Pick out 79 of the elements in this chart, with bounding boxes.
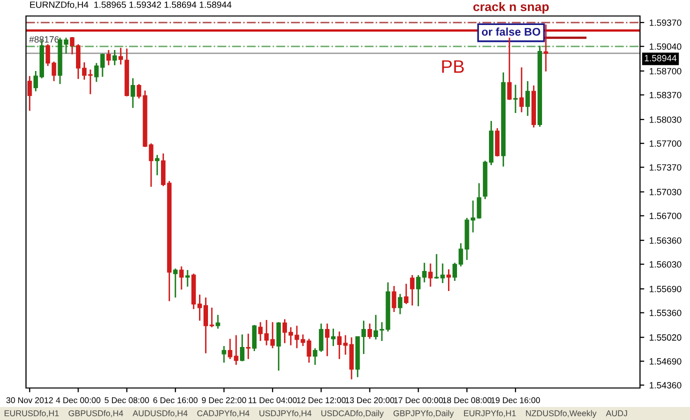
y-tick-label: 1.59040 [650,43,682,50]
x-tick-label: 6 Dec 16:00 [153,397,198,404]
candlestick [513,84,518,114]
candlestick [476,182,482,220]
candlestick [324,322,330,357]
candlestick [428,262,433,288]
candlestick [179,266,184,290]
candlestick [398,293,402,315]
candlestick [525,80,530,117]
y-tick-label: 1.58030 [650,116,682,123]
x-tick-label: 17 Dec 00:00 [394,397,443,404]
candlestick [173,268,178,298]
candlestick [276,321,281,372]
text: EURJPYfo,H1 [464,410,516,418]
candlestick [94,62,99,83]
y-tick-label: 1.59370 [650,19,682,26]
text: USDCADfo,Daily [321,410,384,418]
candlestick [404,283,408,305]
candlestick [368,322,372,340]
candlestick [130,78,136,109]
annotation: or false BO [482,28,540,36]
text: AUDJ [606,410,628,416]
annotation: PB [442,60,464,73]
y-tick-label: 1.54360 [650,382,682,388]
candlestick [185,269,190,288]
x-tick-label: 18 Dec 08:00 [442,397,492,404]
y-tick-label: 1.57030 [650,188,682,196]
text: CADJPYfo,H4 [197,410,250,418]
text: crack n snap [473,2,549,14]
x-tick-label: 13 Dec 20:00 [346,397,394,404]
x-tick-label: 30 Nov 2012 [6,397,53,404]
candlestick [222,345,226,364]
text: AUDUSDfo,H4 [132,410,188,418]
candlestick [446,268,451,292]
x-tick-label: 12 Dec 12:00 [297,397,346,404]
candlestick [27,75,32,112]
y-tick-label: 1.56030 [650,261,682,268]
y-tick-label: 1.58700 [650,68,682,74]
candlestick [252,324,257,352]
candlestick [331,328,336,347]
candlestick [507,37,512,101]
x-tick-label: 11 Dec 04:00 [248,397,297,404]
x-tick-label: 4 Dec 00:00 [56,397,100,404]
candlestick [306,338,312,364]
candlestick [246,333,251,360]
y-tick-label: 1.57370 [650,164,682,171]
candlestick [374,314,378,340]
text: NZDUSDfo,Weekly [526,410,597,418]
text: USDJPYfo,H4 [260,410,312,418]
candlestick [136,83,142,100]
chart-title: EURNZDfo,H4 1.58965 1.59342 1.58694 1.58944 [30,1,232,9]
x-tick-label: 5 Dec 08:00 [104,397,149,404]
candlestick [106,49,111,66]
candlestick [216,314,220,330]
y-tick-label: 1.56360 [650,237,682,244]
y-tick-label: 1.55360 [650,310,682,316]
candlestick [392,285,396,313]
y-tick-label: 1.58370 [650,92,682,98]
y-tick-label: 1.57700 [650,140,682,147]
candlestick [100,52,105,78]
x-tick-label: 9 Dec 22:00 [202,397,246,404]
candlestick [112,49,117,66]
text: GBPJPYfo,Daily [394,410,454,418]
candlestick [258,321,263,342]
y-tick-label: 1.55690 [650,286,682,292]
candlestick [64,37,68,54]
candlestick [519,66,524,113]
y-tick-label: 1.55020 [650,334,682,341]
candlestick [154,154,160,176]
candlestick [240,334,244,362]
text: EURUSDfo,H1 [4,410,59,418]
x-tick-label: 19 Dec 16:00 [491,397,540,404]
ref-line-label: 1.58944 [644,54,677,62]
y-tick-label: 1.54690 [650,358,682,365]
y-tick-label: 1.56700 [650,212,682,220]
candlestick [270,321,275,349]
text: GBPUSDfo,H4 [68,410,124,418]
candlestick [410,274,414,306]
annotation: #88176 [29,36,59,43]
